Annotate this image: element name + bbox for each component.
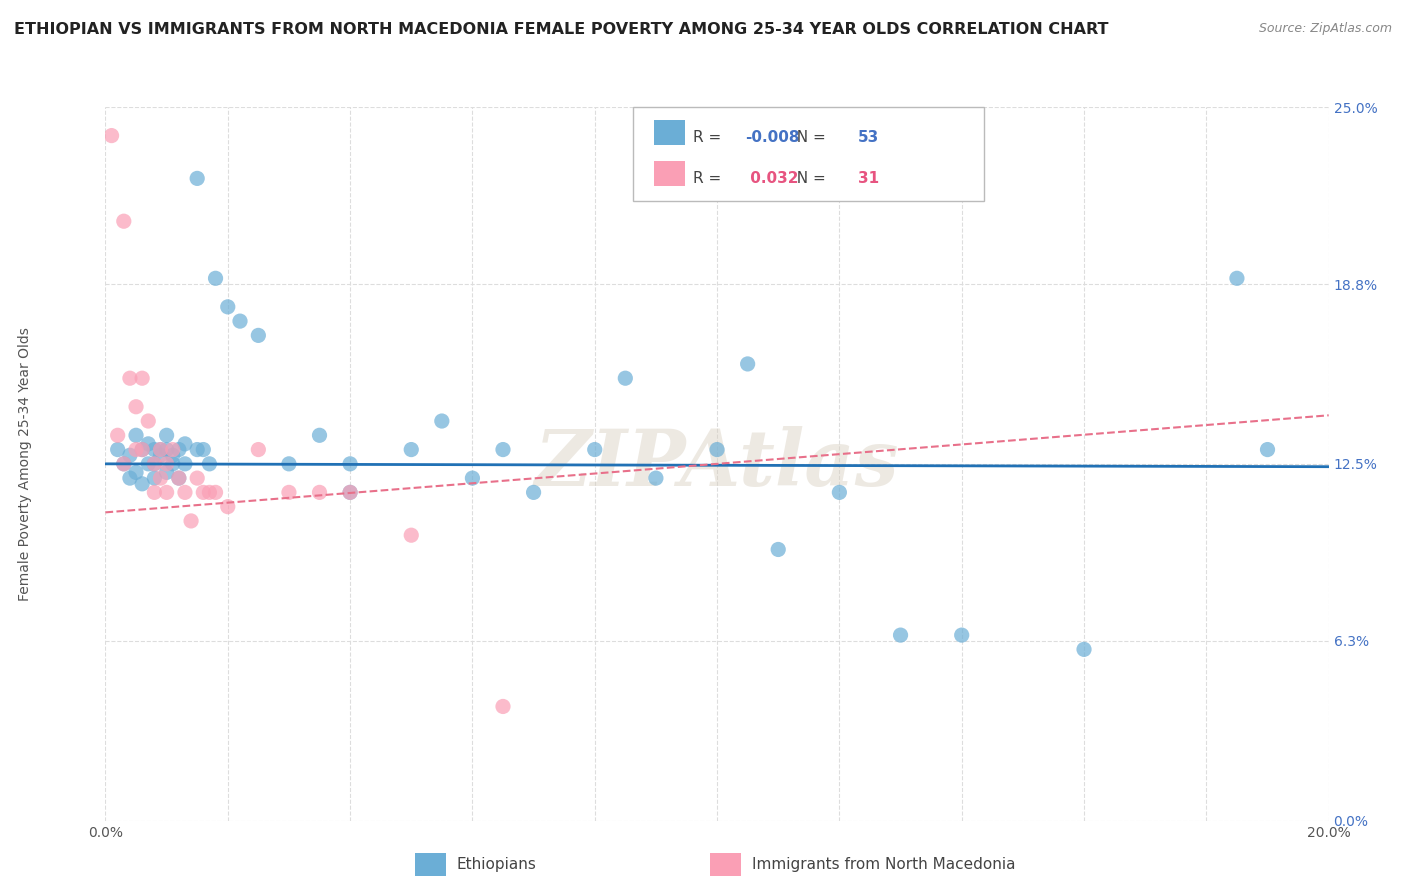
Point bbox=[143, 457, 166, 471]
Point bbox=[174, 457, 197, 471]
Point bbox=[149, 448, 172, 462]
Point bbox=[131, 371, 153, 385]
Point bbox=[308, 428, 330, 442]
Point bbox=[198, 457, 221, 471]
Point bbox=[125, 466, 148, 480]
Point bbox=[136, 457, 159, 471]
Point bbox=[118, 371, 141, 385]
Point bbox=[217, 300, 239, 314]
Point bbox=[492, 442, 515, 457]
Text: ZIPAtlas: ZIPAtlas bbox=[534, 425, 900, 502]
Point bbox=[107, 428, 129, 442]
Point bbox=[125, 428, 148, 442]
Text: R =: R = bbox=[693, 171, 727, 186]
Text: 31: 31 bbox=[858, 171, 879, 186]
Point bbox=[149, 471, 172, 485]
Point bbox=[768, 542, 790, 557]
Text: Ethiopians: Ethiopians bbox=[457, 857, 537, 871]
Point bbox=[112, 457, 135, 471]
Point bbox=[118, 448, 141, 462]
Point bbox=[186, 171, 208, 186]
Point bbox=[143, 471, 166, 485]
Point bbox=[155, 442, 177, 457]
Point bbox=[112, 457, 135, 471]
Point bbox=[401, 442, 423, 457]
Point bbox=[155, 428, 177, 442]
Text: N =: N = bbox=[787, 130, 831, 145]
Point bbox=[614, 371, 637, 385]
Point bbox=[162, 448, 184, 462]
Point bbox=[430, 414, 453, 428]
Point bbox=[107, 442, 129, 457]
Point bbox=[167, 471, 190, 485]
Point bbox=[339, 485, 361, 500]
Point bbox=[174, 437, 197, 451]
Point bbox=[193, 442, 215, 457]
Point bbox=[125, 442, 148, 457]
Point bbox=[167, 442, 190, 457]
Point bbox=[136, 437, 159, 451]
Point bbox=[278, 457, 301, 471]
Point bbox=[143, 457, 166, 471]
Point bbox=[889, 628, 911, 642]
Point bbox=[523, 485, 546, 500]
Point bbox=[1226, 271, 1249, 285]
Point bbox=[180, 514, 202, 528]
Text: Source: ZipAtlas.com: Source: ZipAtlas.com bbox=[1258, 22, 1392, 36]
Point bbox=[583, 442, 606, 457]
Point bbox=[229, 314, 252, 328]
Point bbox=[149, 442, 172, 457]
Point bbox=[339, 485, 361, 500]
Point bbox=[1073, 642, 1095, 657]
Text: Female Poverty Among 25-34 Year Olds: Female Poverty Among 25-34 Year Olds bbox=[18, 326, 32, 601]
Point bbox=[149, 442, 172, 457]
Text: 53: 53 bbox=[858, 130, 879, 145]
Point bbox=[162, 457, 184, 471]
Point bbox=[461, 471, 484, 485]
Point bbox=[737, 357, 759, 371]
Point bbox=[131, 442, 153, 457]
Text: Immigrants from North Macedonia: Immigrants from North Macedonia bbox=[752, 857, 1015, 871]
Point bbox=[1256, 442, 1278, 457]
Point bbox=[143, 442, 166, 457]
Point bbox=[217, 500, 239, 514]
Point bbox=[186, 442, 208, 457]
Point bbox=[162, 442, 184, 457]
Point bbox=[155, 466, 177, 480]
Point bbox=[131, 442, 153, 457]
Point bbox=[204, 485, 226, 500]
Point bbox=[174, 485, 197, 500]
Point bbox=[950, 628, 973, 642]
Point bbox=[401, 528, 423, 542]
Point bbox=[247, 328, 270, 343]
Point bbox=[828, 485, 851, 500]
Point bbox=[204, 271, 226, 285]
Point bbox=[118, 471, 141, 485]
Point bbox=[155, 485, 177, 500]
Point bbox=[193, 485, 215, 500]
Text: N =: N = bbox=[787, 171, 831, 186]
Point bbox=[155, 457, 177, 471]
Point bbox=[186, 471, 208, 485]
Point bbox=[247, 442, 270, 457]
Point bbox=[131, 476, 153, 491]
Point bbox=[339, 457, 361, 471]
Point bbox=[308, 485, 330, 500]
Point bbox=[143, 485, 166, 500]
Point bbox=[125, 400, 148, 414]
Point bbox=[112, 214, 135, 228]
Text: 0.032: 0.032 bbox=[745, 171, 799, 186]
Text: R =: R = bbox=[693, 130, 727, 145]
Point bbox=[100, 128, 122, 143]
Text: -0.008: -0.008 bbox=[745, 130, 800, 145]
Text: ETHIOPIAN VS IMMIGRANTS FROM NORTH MACEDONIA FEMALE POVERTY AMONG 25-34 YEAR OLD: ETHIOPIAN VS IMMIGRANTS FROM NORTH MACED… bbox=[14, 22, 1108, 37]
Point bbox=[198, 485, 221, 500]
Point bbox=[278, 485, 301, 500]
Point bbox=[136, 414, 159, 428]
Point bbox=[706, 442, 728, 457]
Point bbox=[492, 699, 515, 714]
Point bbox=[644, 471, 666, 485]
Point bbox=[167, 471, 190, 485]
